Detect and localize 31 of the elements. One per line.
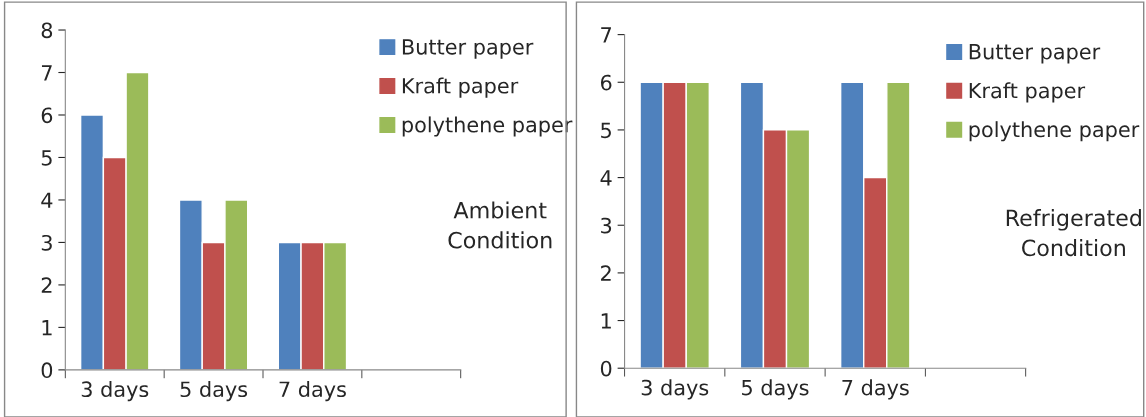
y-tick-label: 4 xyxy=(600,170,612,186)
y-tick-label: 1 xyxy=(42,320,52,336)
y-tick-label: 5 xyxy=(601,122,611,139)
y-tick-label: 2 xyxy=(601,265,611,281)
legend-label: Kraft paper xyxy=(969,82,1086,103)
x-tick-label: 5 days xyxy=(742,379,809,400)
legend-label: Kraft paper xyxy=(402,77,519,98)
y-tick-label: 3 xyxy=(41,234,52,251)
y-tick-label: 6 xyxy=(600,74,612,91)
legend-label: Butter paper xyxy=(402,39,534,59)
y-tick-label: 7 xyxy=(601,27,611,43)
y-tick-label: 7 xyxy=(41,65,52,81)
y-tick-label: 4 xyxy=(41,192,53,208)
y-tick-label: 6 xyxy=(41,107,53,124)
y-tick-label: 0 xyxy=(41,362,53,379)
y-tick-label: 8 xyxy=(41,22,53,39)
y-tick-label: 3 xyxy=(601,217,612,234)
y-tick-label: 1 xyxy=(601,313,611,329)
annotation: Ambient Condition xyxy=(448,201,552,249)
legend-label: polythene paper xyxy=(402,116,573,137)
legend-label: polythene paper xyxy=(969,121,1140,142)
annotation: Refrigerated Condition xyxy=(1006,209,1141,257)
y-tick-label: 2 xyxy=(41,277,52,293)
x-tick-label: 5 days xyxy=(180,380,248,402)
x-tick-label: 3 days xyxy=(81,380,149,402)
x-tick-label: 3 days xyxy=(641,379,709,400)
y-tick-label: 0 xyxy=(600,360,612,377)
legend-label: Butter paper xyxy=(969,43,1101,64)
y-tick-label: 5 xyxy=(41,150,52,166)
x-tick-label: 7 days xyxy=(842,379,909,400)
x-tick-label: 7 days xyxy=(279,380,346,402)
